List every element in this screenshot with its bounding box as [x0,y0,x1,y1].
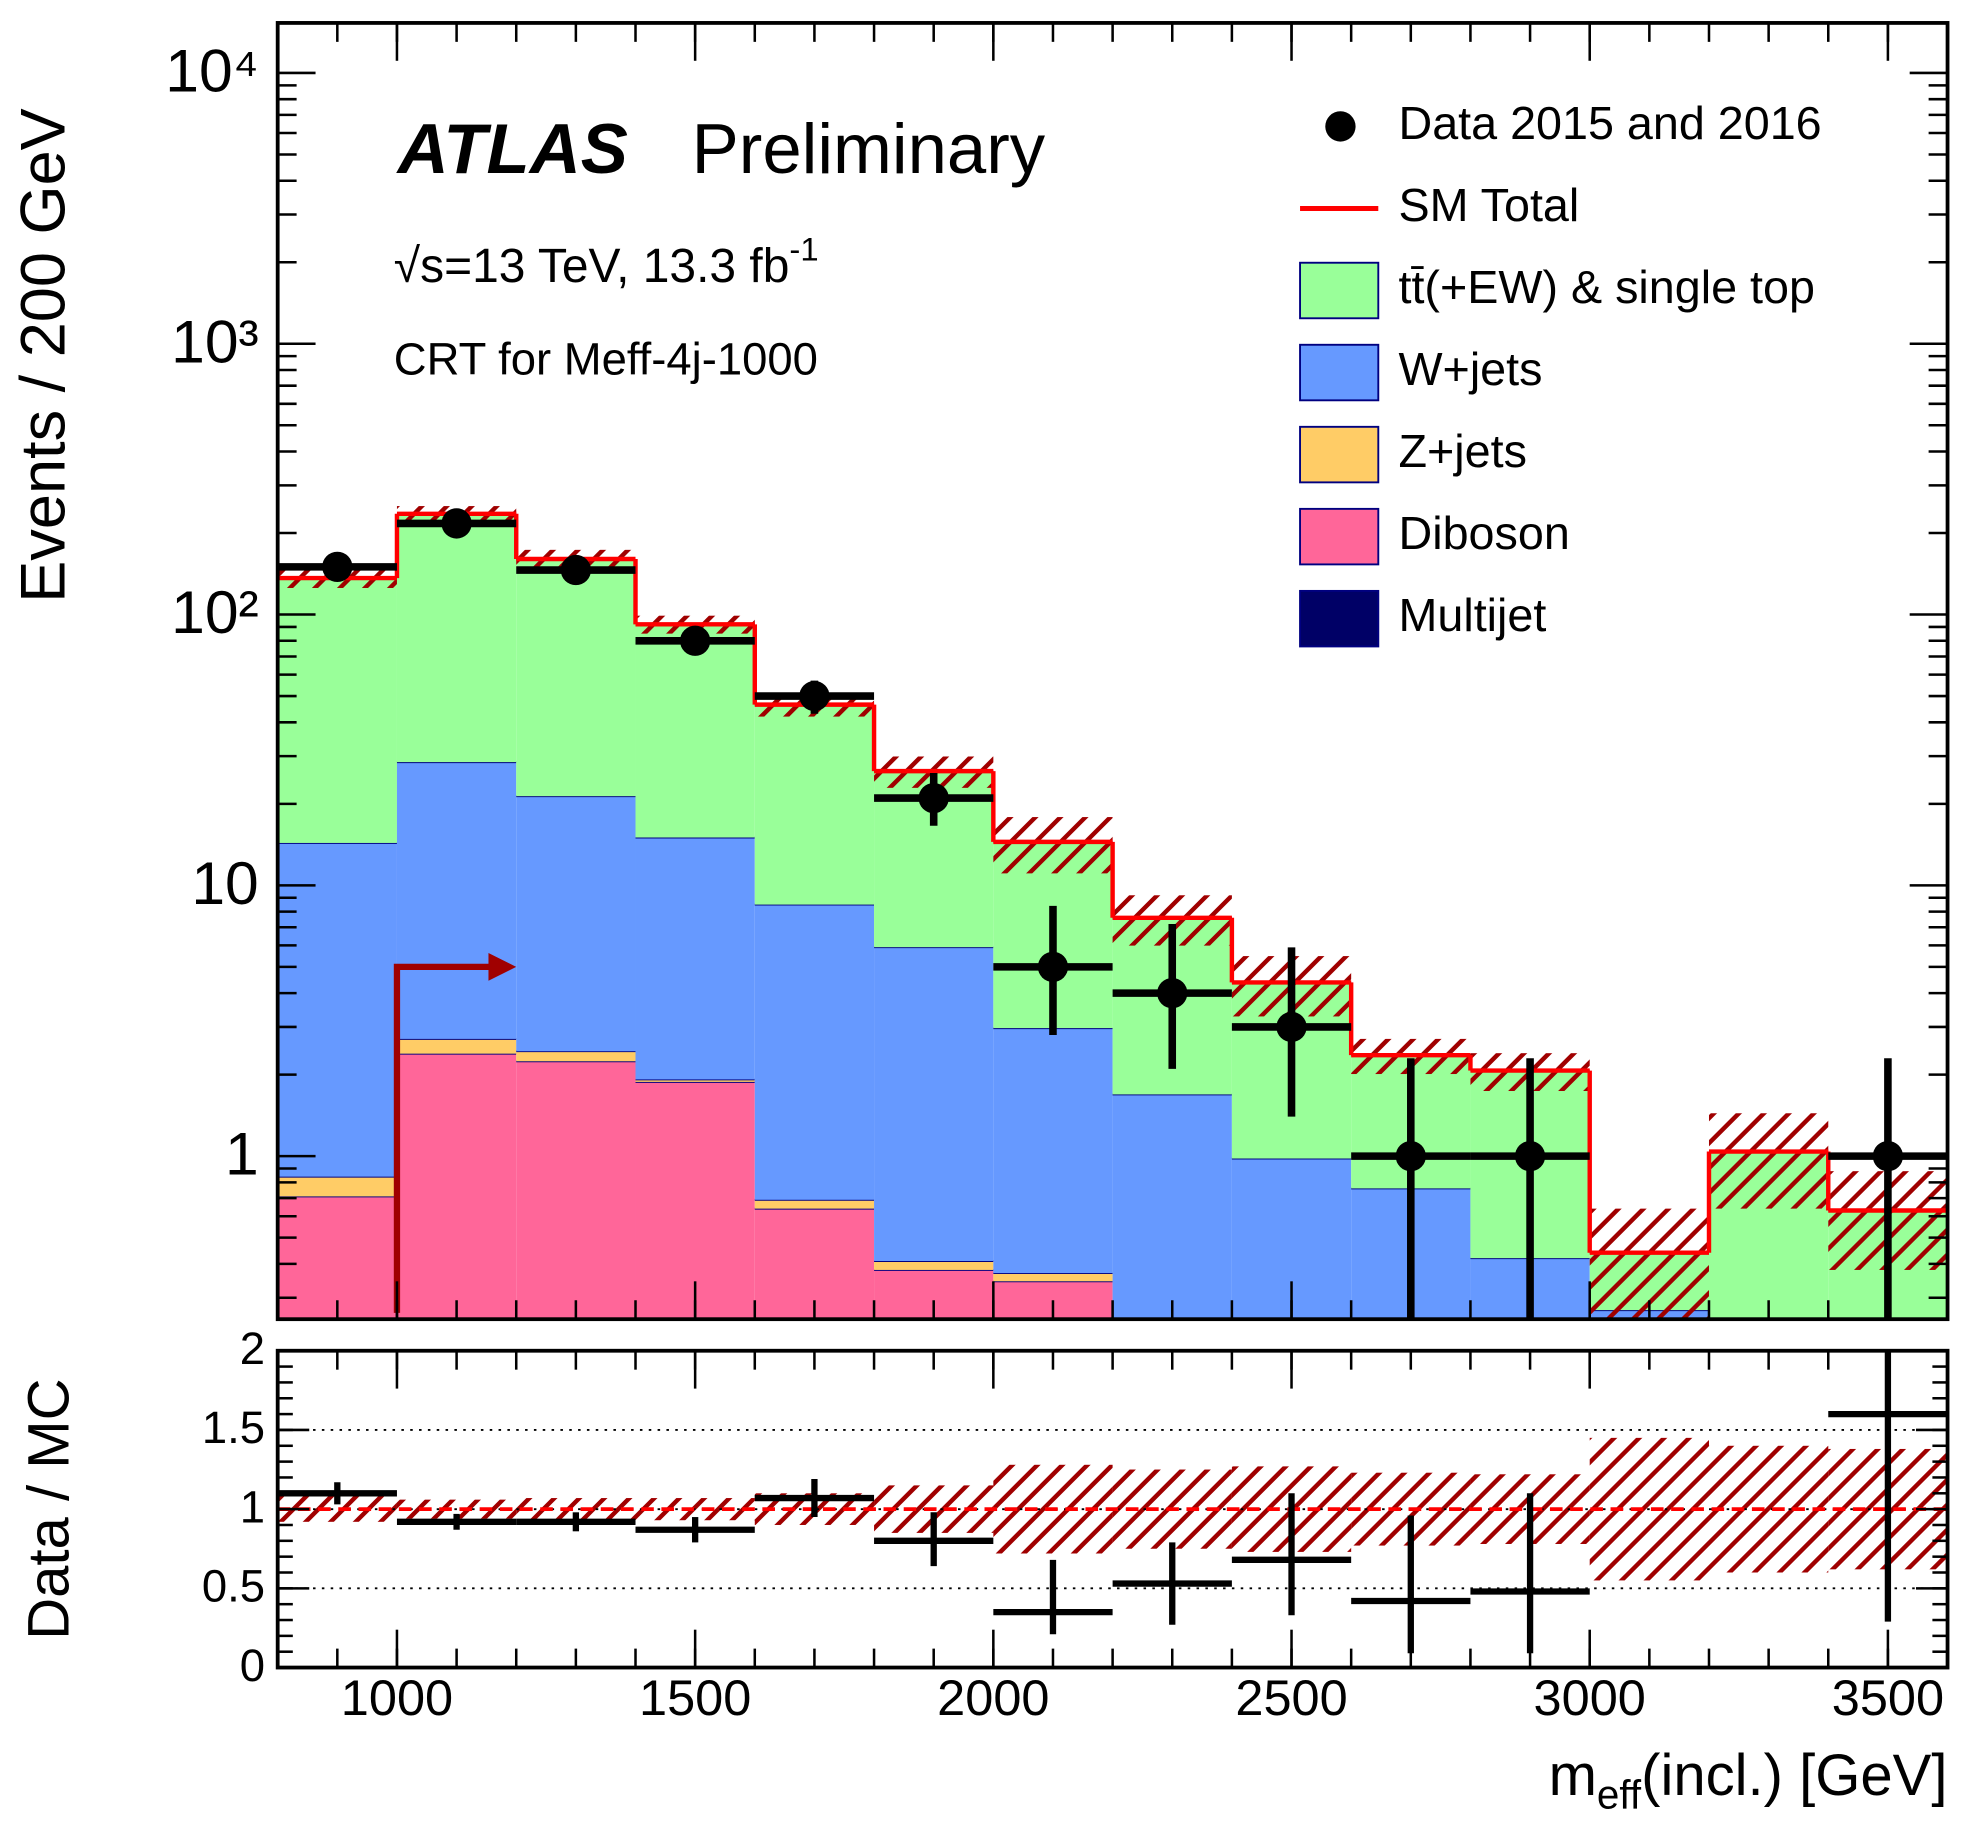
x-tick-label: 2500 [1235,1669,1347,1726]
legend-label: W+jets [1398,343,1542,395]
energy-label: √s=13 TeV, 13.3 fb-1 [394,230,819,293]
data-point [1872,1140,1904,1172]
stack-segment [874,1269,994,1320]
data-point [560,554,592,586]
stack-segment [754,904,875,1200]
legend-swatch [1299,343,1380,402]
data-point [1395,1140,1426,1172]
x-tick-label: 1500 [639,1669,751,1726]
y-axis-title: Events / 200 GeV [9,108,79,603]
legend-swatch [1299,425,1380,484]
stack-segment [516,796,636,1052]
stack-segment [993,1273,1113,1282]
legend-label: tt̄(+EW) & single top [1398,261,1814,313]
stack-segment [396,762,517,1039]
stack-segment [516,1061,636,1320]
stack-segment [754,704,875,905]
uncertainty-band [1708,1113,1829,1209]
stack-segment [874,1261,994,1270]
y-tick-label: 1 [225,1120,259,1188]
legend-label: Multijet [1398,589,1546,641]
data-point [1276,1011,1307,1043]
stack-segment [396,513,517,763]
x-tick-label: 3000 [1534,1669,1646,1726]
cut-arrow [393,963,494,1313]
status-label: Preliminary [692,109,1046,188]
x-title-rest: (incl.) [GeV] [1641,1743,1947,1808]
stack-segment [277,1196,397,1320]
y-tick-label: 1 [240,1481,265,1532]
energy-sup: -1 [789,230,818,267]
legend-swatch [1299,261,1380,320]
y-tick-label: 10² [171,578,259,646]
stack-segment [635,1079,755,1082]
y-tick-label: 0.5 [202,1561,265,1612]
frame [275,21,1950,1322]
stack-segment [277,1176,397,1197]
data-point [1037,951,1069,983]
stack-segment [635,837,755,1080]
legend-label: Z+jets [1398,425,1526,477]
legend-label: SM Total [1398,179,1579,231]
y-tick-label: 10³ [171,307,259,375]
data-point [322,551,353,583]
energy-text: √s=13 TeV, 13.3 fb [394,240,790,293]
stack-segment [396,1053,517,1320]
x-title-sub: eff [1597,1771,1642,1817]
y-tick-label: 1.5 [202,1402,265,1453]
y-axis-title: Data / MC [16,1379,81,1640]
stack-segment [635,1081,755,1320]
stack-segment [993,1028,1113,1274]
stack-segment [1112,1094,1232,1320]
data-point [1157,977,1188,1009]
x-title-main: m [1549,1743,1597,1808]
stack-segment [516,559,636,797]
stack-segment [277,842,397,1177]
x-tick-label: 3500 [1832,1669,1944,1726]
stack-segment [396,1038,517,1054]
x-tick-label: 1000 [341,1669,453,1726]
stack-segment [754,1208,875,1320]
plot-area [277,1350,1948,1668]
y-tick-label: 10⁴ [165,36,258,104]
stack-segment [277,578,397,843]
ratio-band [516,1498,636,1521]
stack-segment [516,1051,636,1062]
frame [275,1348,1950,1670]
uncertainty-band [993,817,1113,874]
y-tick-label: 0 [240,1640,265,1691]
data-point [679,625,711,656]
data-point [799,680,830,712]
data-point [918,782,949,814]
legend-label: Data 2015 and 2016 [1398,97,1821,149]
y-tick-label: 2 [240,1323,265,1374]
x-tick-label: 2000 [937,1669,1049,1726]
arrow-head [488,952,517,981]
stack-segment [635,624,755,838]
region-label: CRT for Meff-4j-1000 [394,333,818,384]
x-axis-title: meff(incl.) [GeV] [1549,1743,1948,1817]
stack-segment [754,1199,875,1209]
legend-label: Diboson [1398,507,1569,559]
legend-marker [1325,111,1356,142]
experiment-label: ATLAS [396,109,628,188]
legend-swatch [1299,507,1380,566]
y-tick-label: 10 [191,849,258,917]
data-point [441,508,472,539]
legend-swatch [1299,589,1380,648]
data-point [1514,1140,1546,1172]
stack-segment [874,947,994,1262]
